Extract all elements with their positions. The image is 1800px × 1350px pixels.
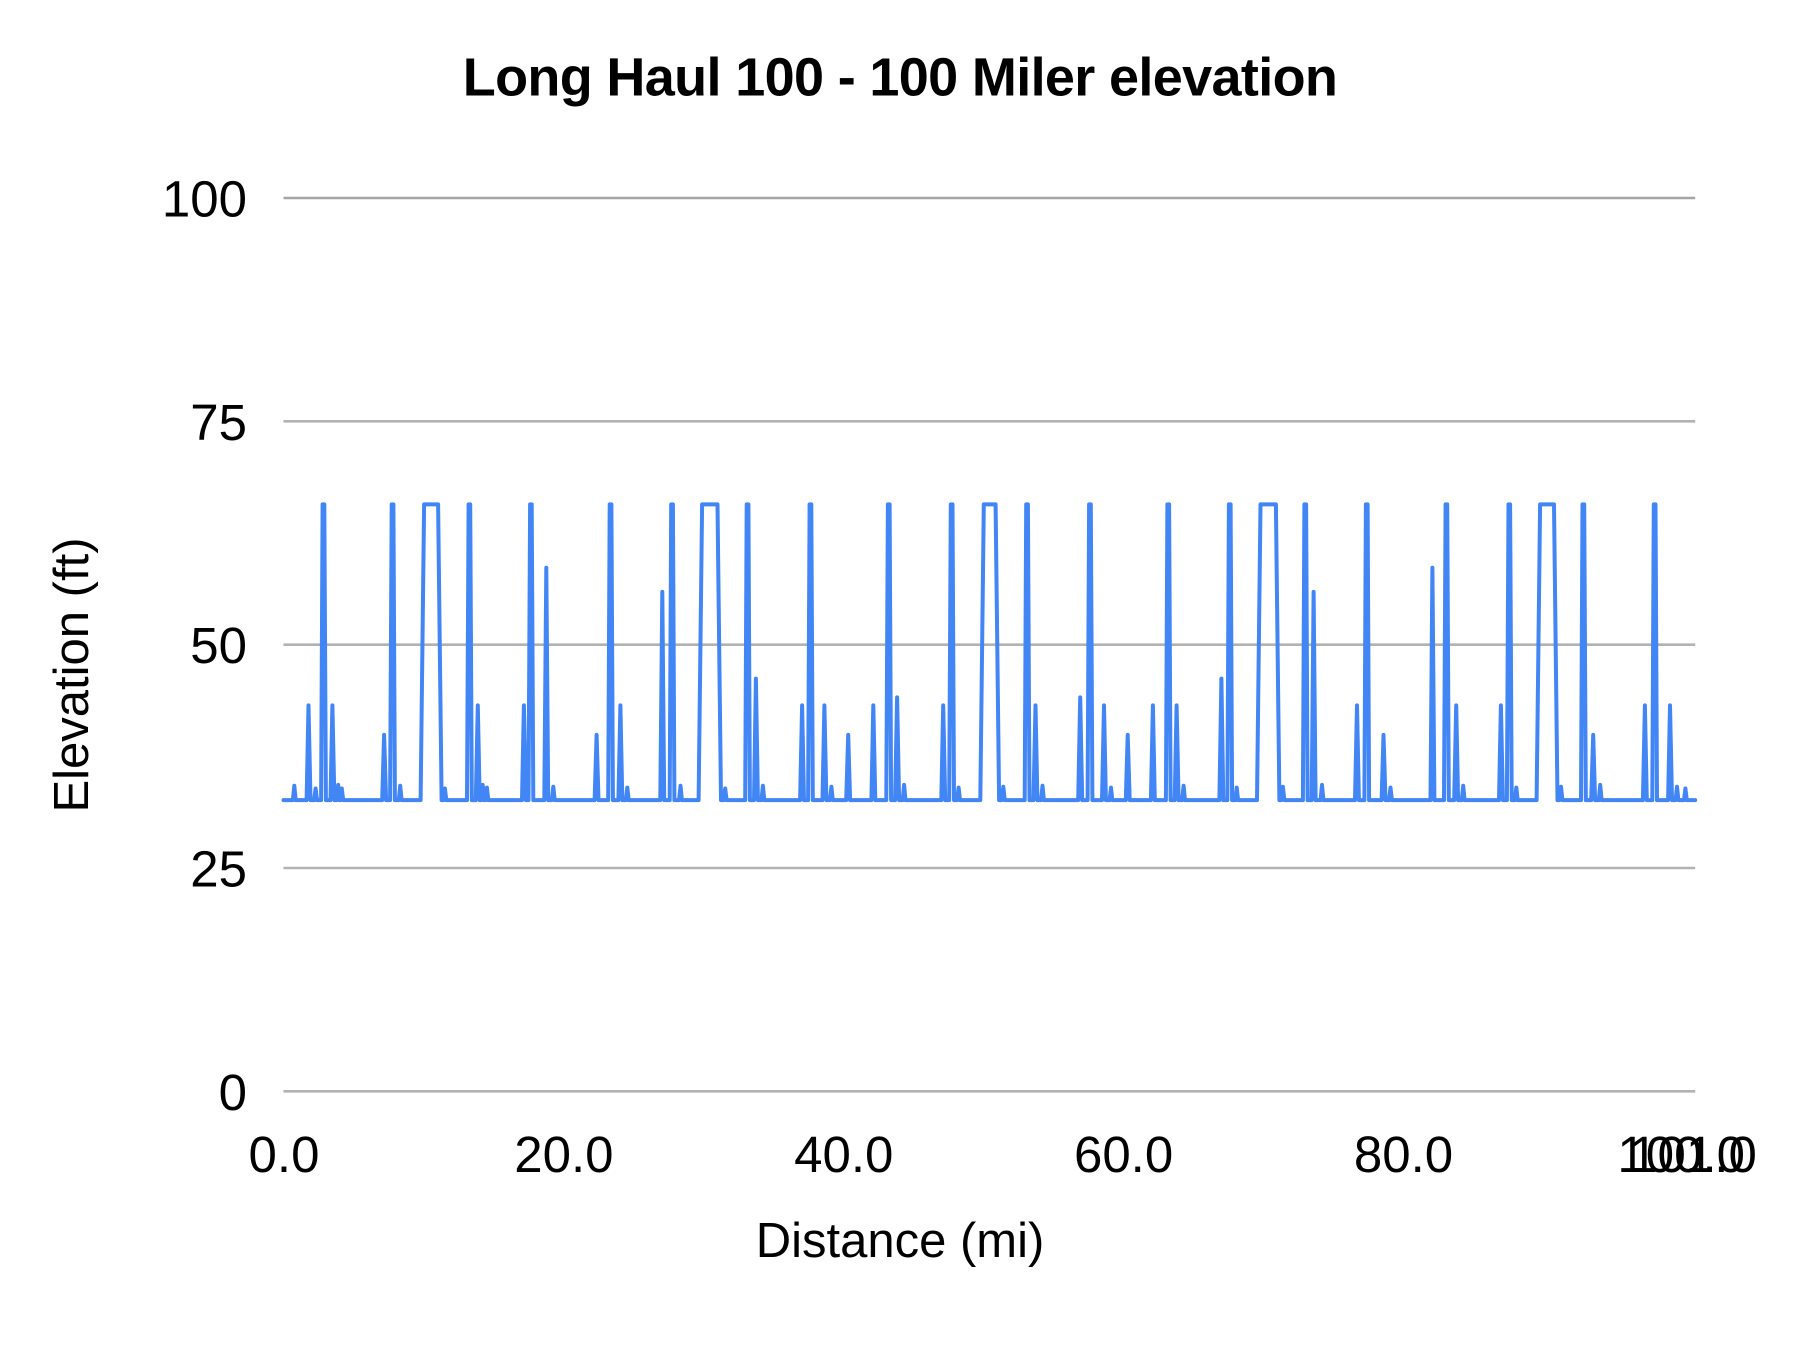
svg-text:101.0: 101.0 <box>1629 1126 1757 1183</box>
svg-text:50: 50 <box>190 617 247 674</box>
svg-text:0: 0 <box>219 1064 247 1121</box>
svg-text:100: 100 <box>162 171 247 228</box>
svg-text:75: 75 <box>190 394 247 451</box>
svg-text:0.0: 0.0 <box>249 1126 320 1183</box>
svg-text:60.0: 60.0 <box>1074 1126 1173 1183</box>
svg-text:25: 25 <box>190 841 247 898</box>
svg-text:20.0: 20.0 <box>514 1126 613 1183</box>
svg-text:Long Haul 100 - 100 Miler elev: Long Haul 100 - 100 Miler elevation <box>463 48 1338 108</box>
svg-text:Distance (mi): Distance (mi) <box>756 1214 1045 1268</box>
svg-text:80.0: 80.0 <box>1354 1126 1453 1183</box>
svg-text:40.0: 40.0 <box>794 1126 893 1183</box>
svg-text:100.0: 100.0 <box>1617 1126 1745 1183</box>
svg-text:Elevation (ft): Elevation (ft) <box>45 537 99 812</box>
